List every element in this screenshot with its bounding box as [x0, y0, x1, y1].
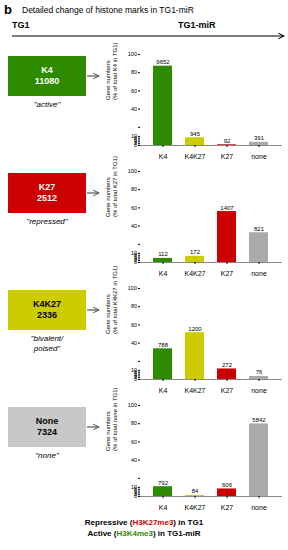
- svg-text:K4K27: K4K27: [184, 504, 205, 511]
- svg-text:40: 40: [131, 223, 137, 229]
- svg-text:Gene numbers(% of total K4K27: Gene numbers(% of total K4K27 in TG1): [105, 266, 118, 334]
- svg-text:K27: K27: [221, 504, 234, 511]
- svg-text:Gene numbers(% of total K4 in: Gene numbers(% of total K4 in TG1): [105, 42, 118, 100]
- svg-text:80: 80: [131, 186, 137, 192]
- html-text:"active": "active": [33, 100, 61, 109]
- html-text:TG1: TG1: [12, 20, 30, 30]
- svg-text:100: 100: [128, 285, 137, 291]
- svg-text:K4K27: K4K27: [184, 153, 205, 160]
- svg-text:60: 60: [131, 439, 137, 445]
- html-text:"bivalent/ poised": "bivalent/ poised": [30, 334, 64, 353]
- html-text:b: b: [4, 2, 12, 17]
- svg-text:84: 84: [192, 488, 199, 494]
- svg-text:60: 60: [131, 322, 137, 328]
- svg-text:K4: K4: [159, 270, 168, 277]
- html-text:"none": "none": [35, 451, 59, 460]
- svg-text:272: 272: [222, 362, 233, 368]
- svg-text:76: 76: [256, 369, 263, 375]
- html-text:None 7324: None 7324: [35, 416, 59, 437]
- svg-text:5842: 5842: [252, 417, 266, 423]
- html-text:Repressive (H3K27me3) in TG1: Repressive (H3K27me3) in TG1: [84, 518, 204, 527]
- svg-text:60: 60: [131, 88, 137, 94]
- html-text:K4K27 2336: K4K27 2336: [33, 299, 61, 320]
- svg-text:60: 60: [131, 205, 137, 211]
- svg-text:391: 391: [254, 135, 265, 141]
- svg-text:40: 40: [131, 340, 137, 346]
- svg-text:1407: 1407: [220, 205, 234, 211]
- svg-text:100: 100: [128, 168, 137, 174]
- svg-text:80: 80: [131, 420, 137, 426]
- svg-text:none: none: [251, 153, 267, 160]
- svg-text:none: none: [251, 270, 267, 277]
- html-text:Active (H3K4me3) in TG1-miR: Active (H3K4me3) in TG1-miR: [87, 528, 201, 538]
- svg-text:92: 92: [224, 138, 231, 144]
- svg-text:9652: 9652: [156, 59, 170, 65]
- svg-text:10: 10: [131, 250, 137, 256]
- svg-text:K27: K27: [221, 387, 234, 394]
- svg-text:K27: K27: [221, 153, 234, 160]
- svg-text:792: 792: [158, 480, 169, 486]
- svg-text:40: 40: [131, 106, 137, 112]
- svg-text:10: 10: [131, 367, 137, 373]
- svg-text:Gene numbers(% of total none i: Gene numbers(% of total none in TG1): [105, 387, 118, 451]
- svg-text:606: 606: [222, 482, 233, 488]
- svg-text:1200: 1200: [188, 326, 202, 332]
- svg-text:K4: K4: [159, 153, 168, 160]
- html-text:TG1-miR: TG1-miR: [178, 20, 216, 30]
- svg-text:945: 945: [190, 131, 201, 137]
- svg-text:788: 788: [158, 342, 169, 348]
- svg-text:Gene numbers(% of total K27 in: Gene numbers(% of total K27 in TG1): [105, 156, 118, 217]
- svg-text:K27: K27: [221, 270, 234, 277]
- svg-text:K4: K4: [159, 387, 168, 394]
- svg-text:none: none: [251, 387, 267, 394]
- html-text:K27 2512: K27 2512: [37, 182, 57, 203]
- svg-text:none: none: [251, 504, 267, 511]
- svg-text:80: 80: [131, 303, 137, 309]
- html-text:Detailed change of histone mar: Detailed change of histone marks in TG1-…: [22, 5, 194, 15]
- svg-text:40: 40: [131, 457, 137, 463]
- svg-text:K4K27: K4K27: [184, 270, 205, 277]
- svg-text:K4K27: K4K27: [184, 387, 205, 394]
- svg-text:821: 821: [254, 226, 265, 232]
- svg-text:100: 100: [128, 51, 137, 57]
- html-text:K4 11080: K4 11080: [34, 65, 60, 86]
- svg-text:100: 100: [128, 402, 137, 408]
- svg-text:10: 10: [131, 133, 137, 139]
- svg-text:K4: K4: [159, 504, 168, 511]
- svg-text:10: 10: [131, 484, 137, 490]
- svg-text:112: 112: [158, 251, 168, 257]
- svg-text:80: 80: [131, 69, 137, 75]
- svg-text:172: 172: [190, 249, 201, 255]
- html-text:"repressed": "repressed": [26, 217, 68, 226]
